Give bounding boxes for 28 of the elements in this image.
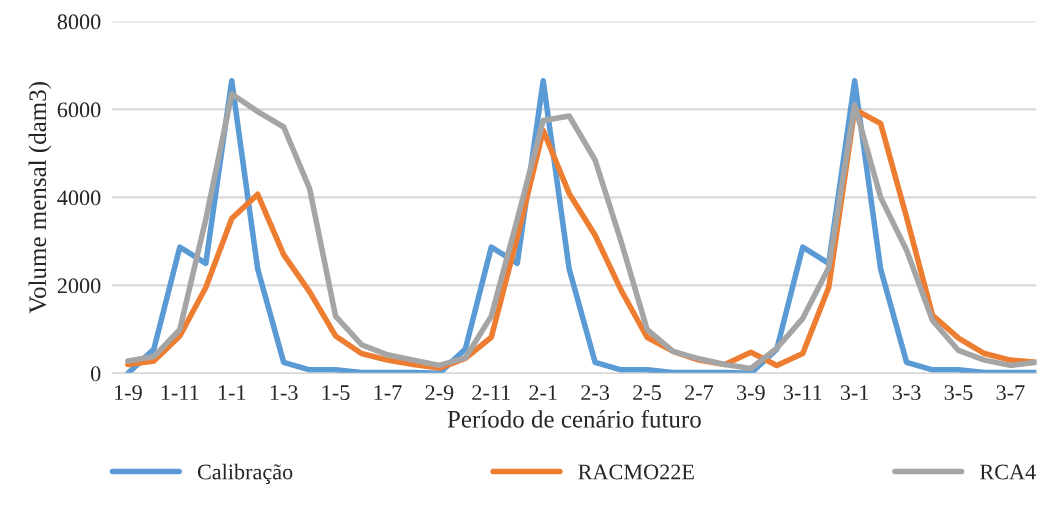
x-tick-label: 2-7 [685, 385, 714, 400]
x-tick-label: 2-1 [529, 385, 557, 400]
x-tick-label: 1-5 [322, 385, 350, 401]
x-tick-label: 2-5 [633, 385, 661, 401]
y-tick-label: 2000 [57, 278, 101, 294]
legend-label: Calibração [197, 463, 293, 484]
y-tick-label: 8000 [57, 14, 101, 30]
legend-label: RCA4 [980, 464, 1036, 480]
x-axis-title: Período de cenário futuro [447, 409, 701, 428]
x-tick-label: 2-3 [581, 385, 610, 401]
y-tick-label: 4000 [57, 190, 101, 206]
x-tick-label: 3-1 [840, 385, 869, 401]
y-axis-title: Volume mensal (dam3) [28, 82, 52, 314]
x-tick-label: 3-9 [737, 385, 765, 401]
x-tick-label: 1-1 [218, 385, 246, 400]
x-tick-label: 3-3 [892, 385, 921, 401]
x-tick-label: 1-11 [161, 385, 199, 400]
x-tick-label: 3-11 [783, 385, 822, 401]
x-tick-label: 2-11 [472, 385, 510, 400]
y-tick-label: 6000 [57, 102, 101, 118]
x-tick-label: 3-7 [996, 385, 1025, 401]
x-tick-label: 3-5 [944, 385, 973, 401]
x-tick-label: 1-3 [270, 385, 298, 401]
y-tick-label: 0 [90, 366, 101, 382]
x-tick-label: 2-9 [425, 385, 454, 401]
x-tick-label: 1-7 [374, 385, 402, 400]
x-tick-label: 1-9 [115, 385, 142, 401]
legend-label: RACMO22E [578, 464, 694, 480]
